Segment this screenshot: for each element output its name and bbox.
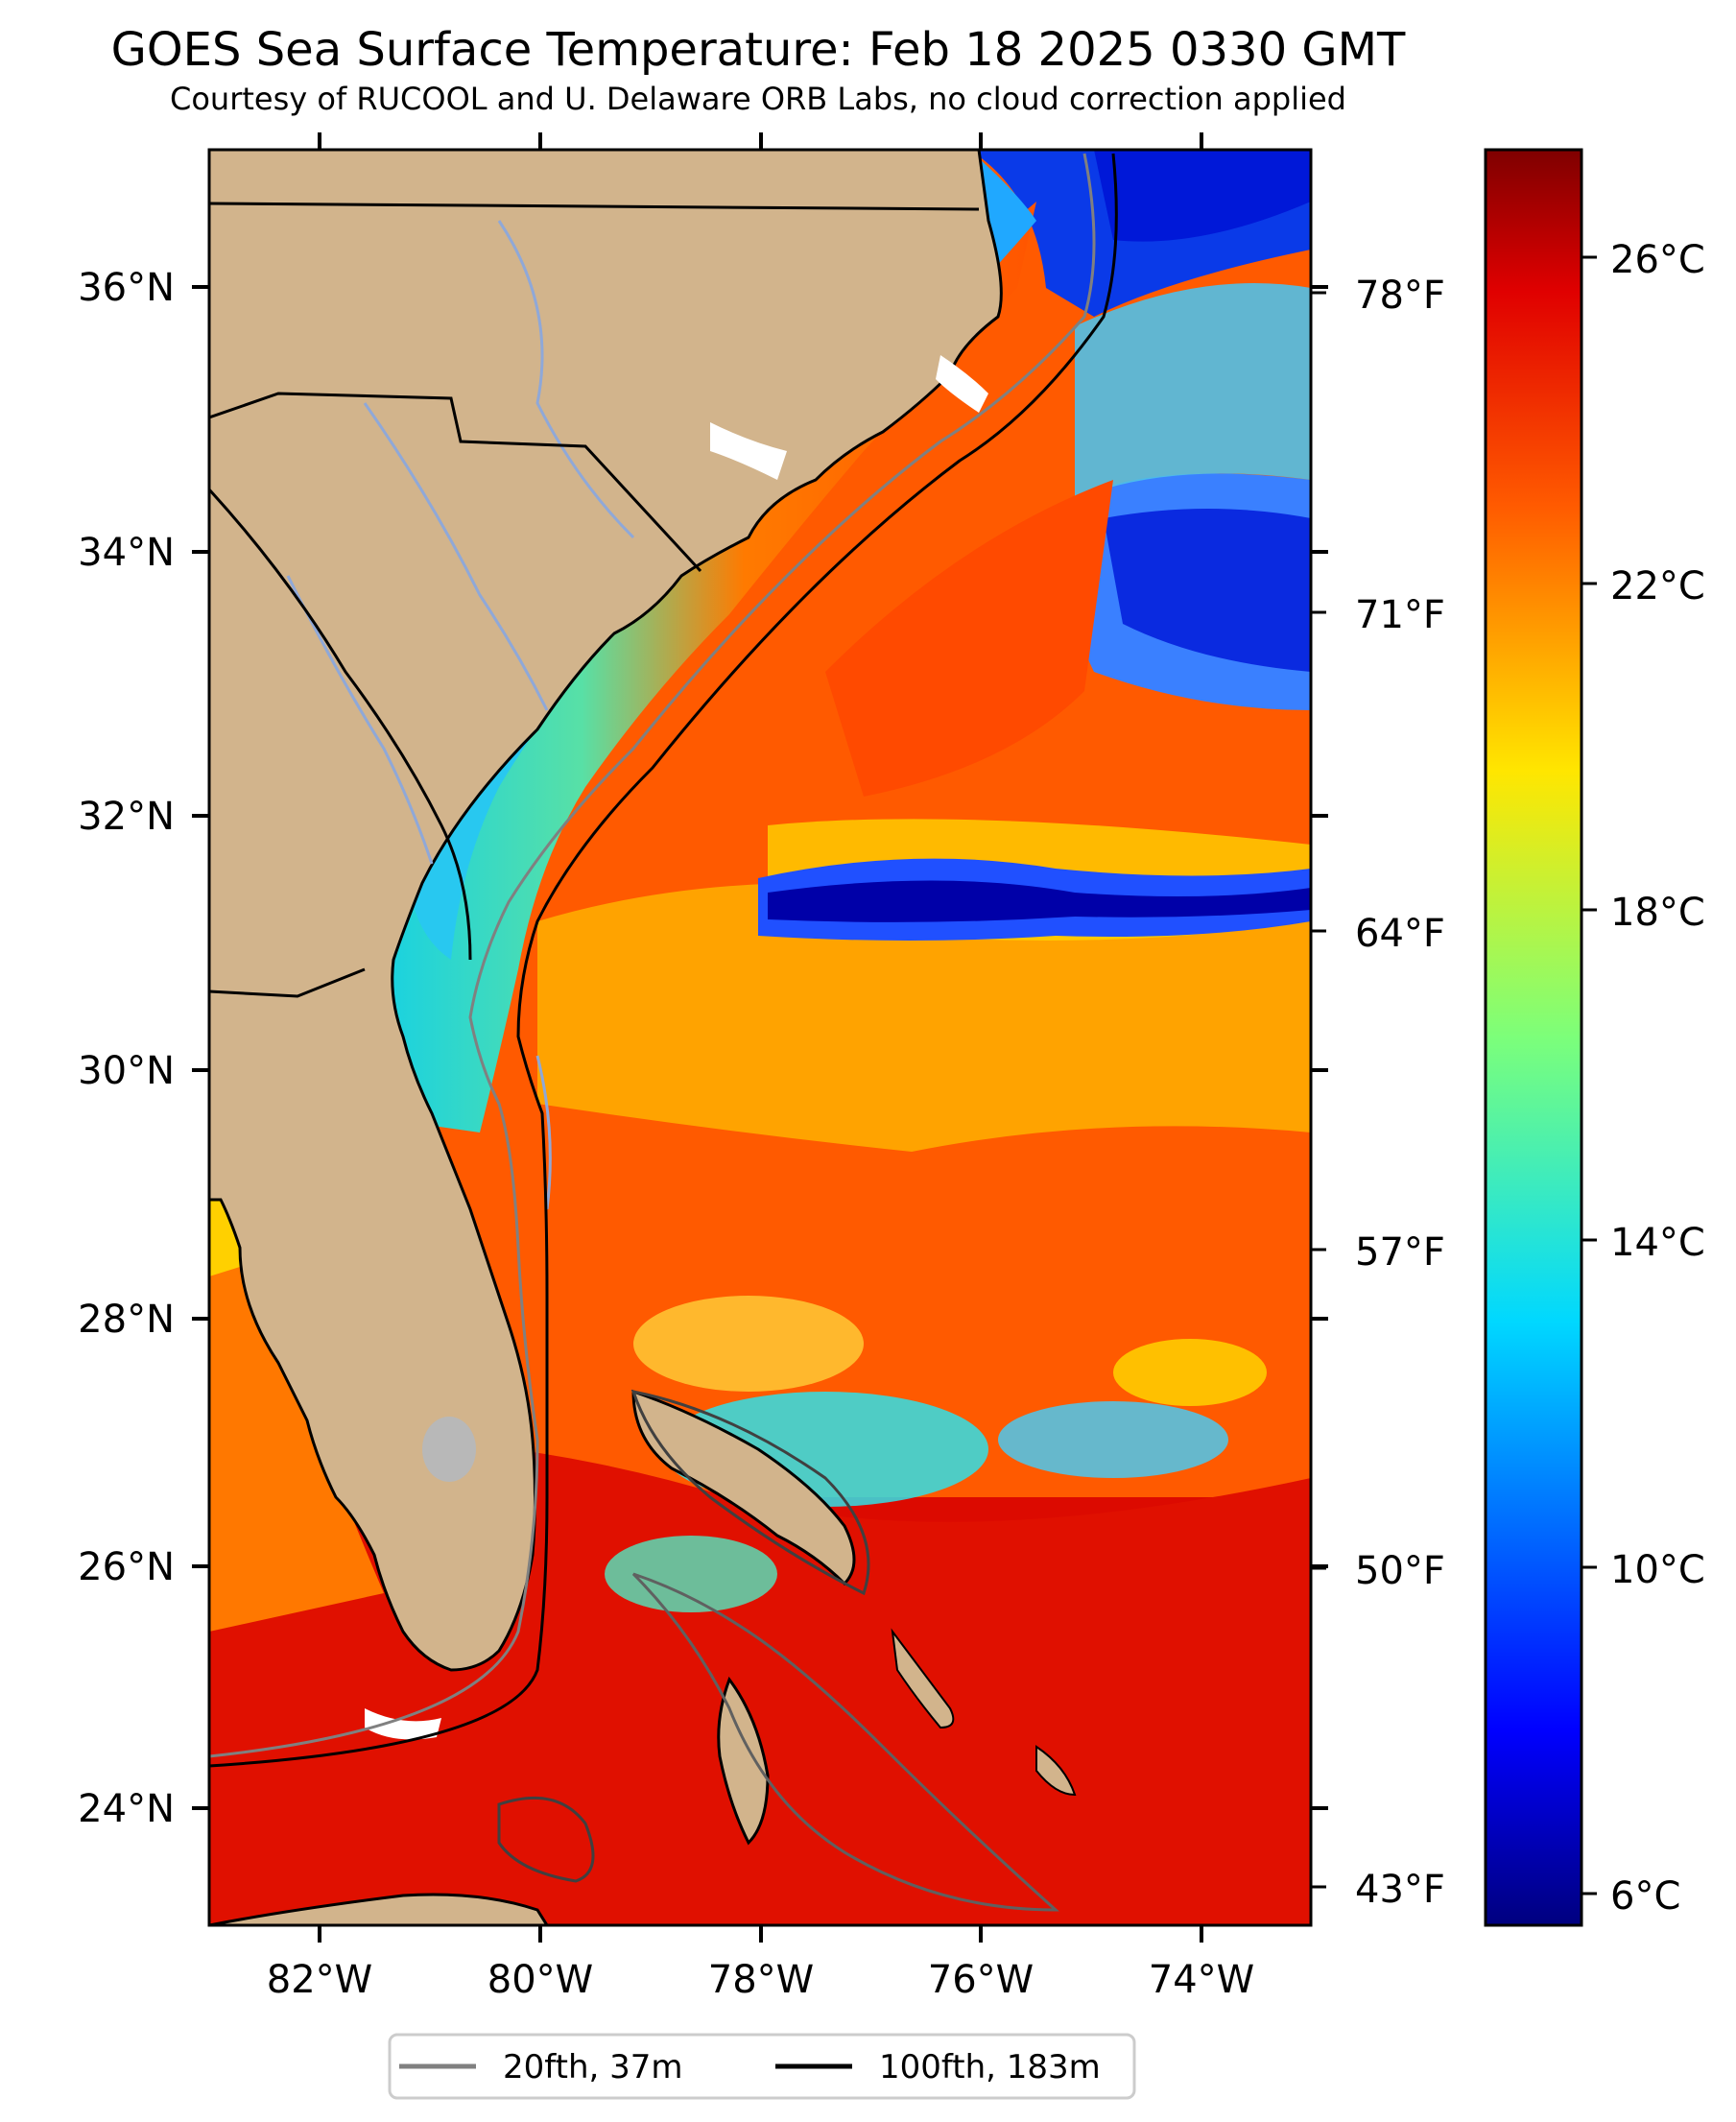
lat-label: 36°N	[78, 266, 175, 310]
cloud-mask-3	[365, 1708, 441, 1740]
ocean-mid-band	[537, 883, 1311, 1152]
fahrenheit-label: 71°F	[1355, 593, 1445, 637]
lon-labels: 82°W 80°W 78°W 76°W 74°W	[267, 1958, 1254, 2002]
lon-label: 82°W	[267, 1958, 372, 2002]
map-panel	[209, 150, 1311, 1925]
cloud-mask-2	[936, 355, 988, 413]
island-exuma	[1035, 1745, 1077, 1797]
bahama-bank-south	[631, 1572, 1059, 1912]
page-subtitle: Courtesy of RUCOOL and U. Delaware ORB L…	[170, 81, 1346, 117]
legend-label-100fth: 100fth, 183m	[879, 2048, 1101, 2086]
lon-label: 80°W	[488, 1958, 593, 2002]
ne-cool-region	[1075, 283, 1311, 499]
lat-label: 34°N	[78, 531, 175, 575]
colorbar-label: 18°C	[1610, 891, 1705, 935]
lon-label: 76°W	[928, 1958, 1034, 2002]
lat-label: 32°N	[78, 795, 175, 839]
cay-sal-bank	[497, 1796, 595, 1883]
island-andros	[717, 1676, 770, 1846]
page-title: GOES Sea Surface Temperature: Feb 18 202…	[110, 23, 1406, 77]
lat-label: 30°N	[78, 1049, 175, 1093]
colorbar-ticks: 26°C 22°C 18°C 14°C 10°C 6°C	[1581, 238, 1705, 1919]
state-borders	[209, 202, 980, 998]
warm-patch	[1113, 1339, 1267, 1406]
fahrenheit-label: 57°F	[1355, 1230, 1445, 1275]
isobath-100fth	[209, 153, 1118, 1768]
lon-label: 74°W	[1149, 1958, 1254, 2002]
map-ticks	[192, 132, 1328, 1943]
colorbar-label: 14°C	[1610, 1221, 1705, 1265]
cloud-mask-1	[710, 422, 787, 480]
lake-okeechobee	[422, 1417, 476, 1482]
fahrenheit-labels: 78°F 71°F 64°F 57°F 50°F 43°F	[1311, 274, 1445, 1912]
warm-tongue	[825, 480, 1113, 797]
ne-deep-cold-2	[1094, 150, 1311, 242]
legend-label-20fth: 20fth, 37m	[503, 2048, 683, 2086]
legend: 20fth, 37m 100fth, 183m	[388, 2033, 1136, 2100]
fahrenheit-label: 64°F	[1355, 912, 1445, 956]
fahrenheit-label: 43°F	[1355, 1868, 1445, 1912]
fahrenheit-label: 78°F	[1355, 274, 1445, 318]
cool-patch-2	[998, 1401, 1228, 1478]
lon-label: 78°W	[708, 1958, 814, 2002]
isobath-20fth	[209, 153, 1096, 1758]
fahrenheit-label: 50°F	[1355, 1549, 1445, 1593]
cold-streak-core	[768, 880, 1311, 922]
island-eleuthera	[891, 1628, 955, 1729]
colorbar	[1484, 148, 1583, 1927]
land-mainland	[209, 150, 1003, 1672]
colorbar-label: 10°C	[1610, 1548, 1705, 1592]
lat-label: 28°N	[78, 1298, 175, 1342]
ne-cold-core	[1104, 509, 1311, 672]
bahama-bank-north	[630, 1390, 870, 1596]
rivers	[286, 220, 635, 1210]
yellow-patch	[633, 1296, 864, 1392]
lat-labels: 36°N 34°N 32°N 30°N 28°N 26°N 24°N	[78, 266, 175, 1831]
cool-patch-3	[605, 1536, 777, 1612]
land-cuba	[209, 1893, 549, 1925]
lat-label: 26°N	[78, 1545, 175, 1589]
colorbar-label: 22°C	[1610, 564, 1705, 608]
colorbar-label: 26°C	[1610, 238, 1705, 282]
lat-label: 24°N	[78, 1787, 175, 1831]
legend-box	[388, 2033, 1136, 2100]
colorbar-label: 6°C	[1610, 1874, 1680, 1919]
